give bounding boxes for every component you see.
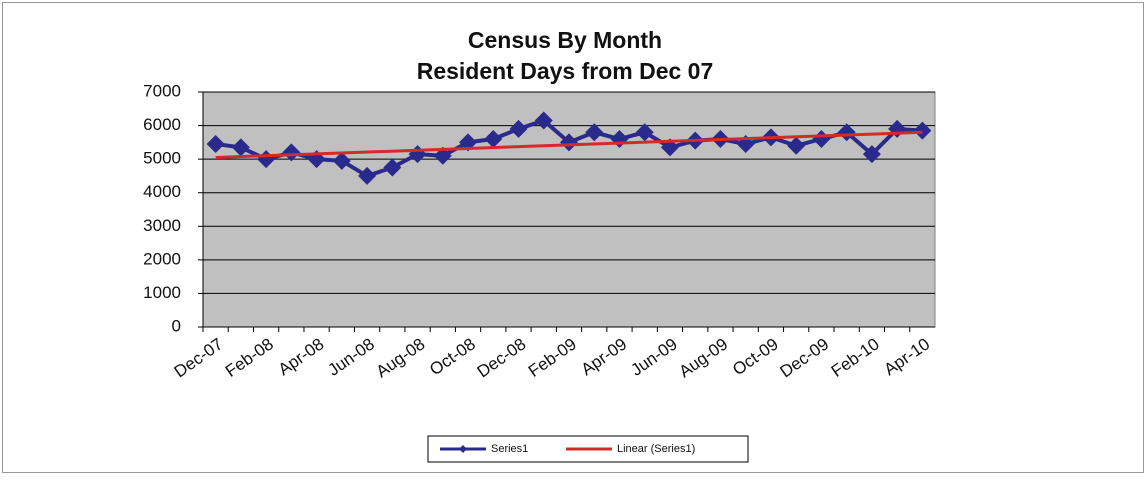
marker: [484, 130, 503, 148]
trend-line: [215, 130, 923, 159]
marker: [231, 138, 250, 157]
y-tick-label: 7000: [143, 81, 181, 100]
chart-title: Census By Month: [468, 27, 662, 53]
marker: [837, 123, 856, 142]
plot-area: [202, 91, 936, 328]
marker: [534, 111, 553, 130]
legend-label: Linear (Series1): [617, 443, 695, 455]
marker: [787, 136, 806, 155]
marker: [383, 158, 402, 177]
legend-marker: [459, 445, 467, 453]
marker: [635, 123, 654, 142]
y-tick-label: 6000: [143, 115, 181, 134]
y-tick-label: 0: [172, 316, 181, 335]
y-tick-label: 5000: [143, 149, 181, 168]
marker: [913, 121, 932, 140]
marker: [585, 123, 604, 142]
marker: [282, 143, 301, 162]
marker: [332, 151, 351, 170]
marker: [509, 119, 528, 138]
marker: [358, 166, 377, 185]
y-tick-label: 2000: [143, 249, 181, 268]
marker: [433, 146, 452, 165]
marker: [862, 145, 881, 164]
y-tick-label: 4000: [143, 182, 181, 201]
legend-label: Series1: [491, 443, 528, 455]
y-tick-label: 1000: [143, 283, 181, 302]
marker: [560, 133, 578, 152]
marker: [206, 135, 225, 154]
chart-subtitle: Resident Days from Dec 07: [417, 58, 714, 84]
y-tick-label: 3000: [143, 216, 181, 235]
